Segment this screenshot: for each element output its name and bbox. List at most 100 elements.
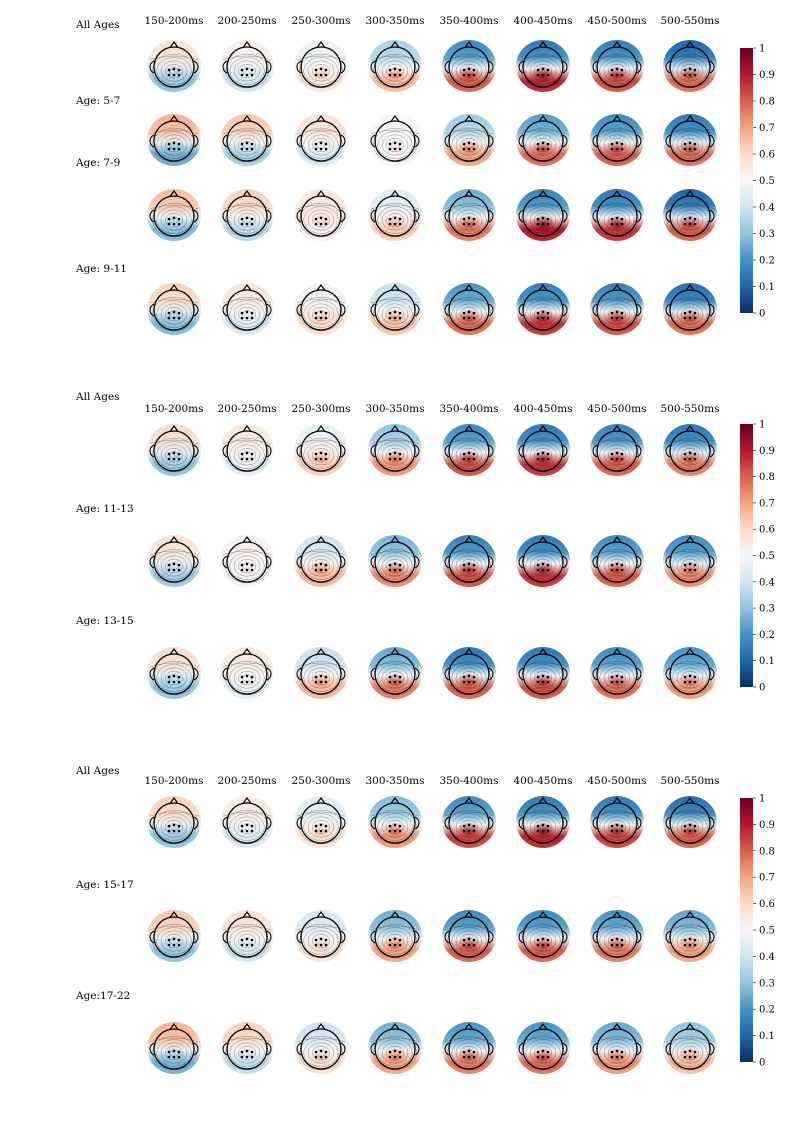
colorbar-tick-label: 0.4 — [759, 952, 775, 963]
topomap-p2-r1-c1 — [220, 910, 274, 962]
row-label: Age: 9-11 — [75, 263, 127, 275]
topomap-p1-r1-c4 — [442, 535, 496, 587]
topomap-p2-r2-c4 — [442, 1022, 496, 1074]
time-window-label: 400-450ms — [514, 15, 573, 27]
colorbar-tick-label: 0.3 — [759, 978, 775, 989]
time-window-label: 300-350ms — [366, 775, 425, 787]
topomap-p2-r2-c1 — [220, 1022, 274, 1074]
time-window-label: 350-400ms — [440, 775, 499, 787]
topomap-p0-r1-c0 — [147, 114, 201, 166]
topomap-p0-r1-c6 — [590, 114, 644, 166]
colorbar-tick-label: 0 — [759, 1058, 765, 1069]
time-window-label: 250-300ms — [292, 775, 351, 787]
topomap-p1-r2-c7 — [663, 647, 717, 699]
topomap-p1-r1-c2 — [294, 535, 348, 587]
topomap-p0-r0-c6 — [590, 40, 644, 92]
topomap-p2-r1-c6 — [590, 910, 644, 962]
topomap-p2-r0-c4 — [442, 796, 496, 848]
row-label: All Ages — [75, 765, 120, 777]
topomap-p0-r2-c6 — [590, 189, 644, 241]
colorbar-tick-label: 0.1 — [759, 282, 775, 293]
topomap-p0-r2-c5 — [516, 189, 570, 241]
topomap-p2-r0-c7 — [663, 796, 717, 848]
topomap-p1-r2-c2 — [294, 647, 348, 699]
topomap-p0-r0-c0 — [147, 40, 201, 92]
topomap-p0-r3-c5 — [516, 283, 570, 335]
topomap-p0-r2-c4 — [442, 189, 496, 241]
topomap-p2-r1-c5 — [516, 910, 570, 962]
topomap-p0-r1-c4 — [442, 114, 496, 166]
topomap-p2-r1-c7 — [663, 910, 717, 962]
colorbar-tick-label: 1 — [759, 44, 765, 55]
time-window-label: 450-500ms — [588, 15, 647, 27]
topomap-p2-r2-c6 — [590, 1022, 644, 1074]
topomap-p1-r2-c1 — [220, 647, 274, 699]
time-window-label: 450-500ms — [588, 403, 647, 415]
colorbar-tick-label: 0.7 — [759, 498, 775, 509]
colorbar-tick-label: 0.6 — [759, 150, 775, 161]
topomap-p2-r0-c3 — [368, 796, 422, 848]
topomap-p0-r0-c5 — [516, 40, 570, 92]
topomap-p2-r1-c3 — [368, 910, 422, 962]
topomap-p1-r1-c6 — [590, 535, 644, 587]
colorbar-tick-label: 0.2 — [759, 1005, 775, 1016]
topomap-p1-r0-c2 — [294, 424, 348, 476]
row-label: Age: 11-13 — [75, 503, 134, 515]
colorbar — [740, 48, 753, 313]
colorbar-tick-label: 0.8 — [759, 846, 775, 857]
time-window-label: 150-200ms — [145, 15, 204, 27]
time-window-label: 150-200ms — [145, 775, 204, 787]
colorbar-tick-label: 0 — [759, 309, 765, 320]
topomap-p2-r0-c6 — [590, 796, 644, 848]
topomap-p0-r1-c3 — [368, 114, 422, 166]
topomap-p1-r1-c5 — [516, 535, 570, 587]
time-window-label: 300-350ms — [366, 403, 425, 415]
time-window-label: 350-400ms — [440, 15, 499, 27]
topomap-p0-r2-c1 — [220, 189, 274, 241]
colorbar-tick-label: 0.5 — [759, 551, 775, 562]
colorbar-tick-label: 0.3 — [759, 604, 775, 615]
topomap-p0-r0-c7 — [663, 40, 717, 92]
time-window-label: 200-250ms — [218, 775, 277, 787]
colorbar-tick-label: 0.7 — [759, 123, 775, 134]
colorbar-tick-label: 1 — [759, 420, 765, 431]
time-window-label: 400-450ms — [514, 775, 573, 787]
row-label: Age: 15-17 — [75, 879, 134, 891]
colorbar-tick-label: 0.3 — [759, 229, 775, 240]
colorbar — [740, 798, 753, 1062]
colorbar-tick-label: 0.8 — [759, 472, 775, 483]
colorbar-tick-label: 0.2 — [759, 256, 775, 267]
row-label: All Ages — [75, 19, 120, 31]
colorbar — [740, 424, 753, 687]
topomap-p0-r0-c2 — [294, 40, 348, 92]
topomap-p2-r0-c5 — [516, 796, 570, 848]
topomap-p0-r1-c2 — [294, 114, 348, 166]
colorbar-tick-label: 1 — [759, 794, 765, 805]
colorbar-tick-label: 0.4 — [759, 577, 775, 588]
topomap-p1-r0-c0 — [147, 424, 201, 476]
colorbar-tick-label: 0.5 — [759, 926, 775, 937]
topomap-p1-r0-c5 — [516, 424, 570, 476]
topomap-p1-r2-c4 — [442, 647, 496, 699]
topomap-p2-r1-c0 — [147, 910, 201, 962]
topomap-p0-r0-c4 — [442, 40, 496, 92]
time-window-label: 350-400ms — [440, 403, 499, 415]
topomap-p0-r2-c3 — [368, 189, 422, 241]
topomap-p2-r2-c3 — [368, 1022, 422, 1074]
topomap-p2-r2-c2 — [294, 1022, 348, 1074]
topomap-p2-r1-c4 — [442, 910, 496, 962]
time-window-label: 400-450ms — [514, 403, 573, 415]
colorbar-tick-label: 0.2 — [759, 630, 775, 641]
topomap-p0-r1-c7 — [663, 114, 717, 166]
topomap-p2-r2-c7 — [663, 1022, 717, 1074]
row-label: Age:17-22 — [75, 990, 130, 1002]
topomap-p1-r0-c4 — [442, 424, 496, 476]
colorbar-tick-label: 0.5 — [759, 176, 775, 187]
topomap-p0-r3-c1 — [220, 283, 274, 335]
row-label: All Ages — [75, 391, 120, 403]
topomap-p2-r0-c2 — [294, 796, 348, 848]
topomap-p0-r2-c2 — [294, 189, 348, 241]
topomap-p1-r2-c6 — [590, 647, 644, 699]
topomap-p0-r3-c6 — [590, 283, 644, 335]
